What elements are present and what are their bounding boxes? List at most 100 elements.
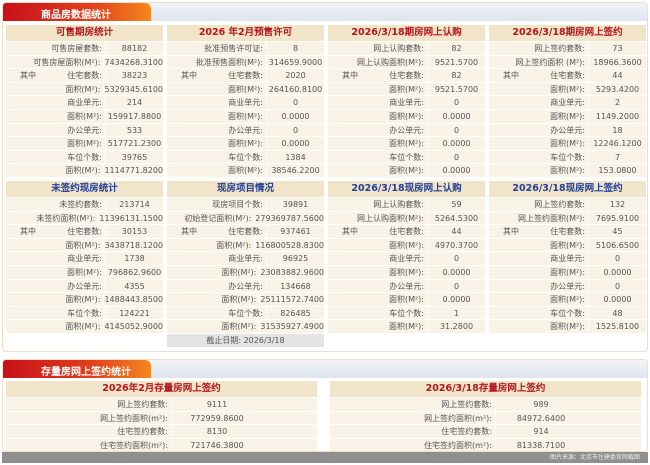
table-row: 住宅签约面积(m²): 721746.3800: [6, 437, 317, 451]
row-label-text: 商业单元:: [67, 98, 102, 108]
row-value: 1488443.8500: [104, 295, 163, 305]
stats-panel: 可售期房统计 可售房屋套数: 88182 可售房屋面积(M²): 7434268.310…: [6, 25, 163, 177]
table-row: 其中 住宅套数: 82: [328, 68, 485, 82]
row-label: 商业单元:: [167, 252, 267, 265]
table-row: 其中 住宅套数: 44: [489, 68, 646, 82]
table-row: 可售房屋套数: 88182: [6, 41, 163, 55]
row-label: 车位个数:: [167, 150, 267, 164]
row-label: 面积(M²):: [167, 137, 267, 150]
table-row: 面积(M²): 264160.8100: [167, 81, 324, 96]
row-label: 其中 住宅套数:: [489, 225, 589, 238]
row-value: 18966.3600: [593, 57, 642, 67]
table-row: 其中 住宅套数: 937461: [167, 224, 324, 238]
row-label-text: 面积(M²):: [549, 322, 585, 332]
row-label: 网上认购套数:: [328, 42, 428, 55]
table-row: 现房项目个数: 39891: [167, 197, 324, 211]
row-label-text: 可售房屋面积(M²):: [33, 57, 101, 67]
table-row: 批准预售面积(M²): 314659.9000: [167, 54, 324, 69]
row-label-text: 网上签约套数:: [534, 200, 585, 209]
row-label: 面积(M²):: [328, 137, 428, 150]
table-row: 面积(M²): 23083882.9600: [167, 264, 324, 279]
panel-title: 2026 年2月预售许可: [167, 25, 324, 41]
table-row: 网上签约面积(m²): 84972.6400: [330, 410, 641, 424]
table-row: 办公单元: 0: [489, 278, 646, 293]
row-label: 商业单元:: [6, 252, 106, 265]
row-value: 5293.4200: [595, 84, 640, 94]
table-row: 面积(M²): 1149.2000: [489, 108, 646, 123]
row-value: 48: [612, 308, 623, 318]
row-label-text: 未签约面积(M²):: [36, 213, 96, 223]
row-value: 8130: [206, 427, 228, 436]
row-value: 0: [292, 98, 299, 108]
stats-panel: 2026/3/18期房网上签约 网上签约套数: 73 网上签约面积 (M²): 1896…: [489, 25, 646, 177]
row-label: 网上签约面积 (M²):: [489, 55, 589, 69]
row-label: 商业单元:: [6, 96, 106, 109]
section-tab-bar: 商品房数据统计: [3, 3, 647, 21]
row-label: 面积(M²):: [489, 265, 589, 279]
row-label-text: 商业单元:: [67, 254, 102, 264]
row-value: 30153: [121, 227, 148, 237]
row-label: 网上签约套数:: [489, 198, 589, 211]
tab-resale[interactable]: 存量房网上签约统计: [3, 360, 151, 378]
table-row: 车位个数: 48: [489, 305, 646, 320]
row-label: 网上认购面积(M²):: [328, 211, 428, 225]
row-value: 124221: [119, 308, 150, 318]
row-label: 网上签约套数:: [6, 398, 172, 411]
row-label: 面积(M²):: [6, 109, 106, 123]
row-label: 车位个数:: [328, 150, 428, 164]
row-label: 面积(M²):: [6, 320, 105, 333]
row-label: 面积(M²):: [328, 320, 428, 333]
row-value: 7695.9100: [595, 213, 640, 223]
row-group-label: 其中: [20, 227, 36, 237]
row-label-text: 面积(M²):: [388, 267, 424, 277]
tab-new-homes[interactable]: 商品房数据统计: [3, 3, 151, 21]
row-label-text: 网上签约面积(M²):: [517, 213, 585, 223]
row-label: 车位个数:: [6, 150, 106, 164]
row-label-text: 面积(M²):: [549, 111, 585, 121]
row-label-text: 面积(M²):: [227, 84, 263, 94]
row-label-text: 面积(M²):: [221, 267, 257, 277]
row-value: 0: [453, 125, 460, 135]
row-value: 0.0000: [442, 139, 471, 149]
row-label: 商业单元:: [167, 96, 267, 109]
row-label-text: 车位个数:: [389, 308, 424, 318]
row-label-text: 面积(M²):: [227, 166, 263, 176]
row-label-text: 住宅套数:: [228, 227, 263, 237]
row-label: 办公单元:: [328, 279, 428, 293]
row-label: 网上签约面积(m²):: [6, 411, 172, 424]
table-row: 面积(M²): 0.0000: [489, 264, 646, 279]
row-value: 937461: [280, 227, 311, 237]
row-label: 初始登记面积(M²):: [167, 211, 256, 225]
row-value: 2020: [285, 71, 306, 81]
row-value: 2: [614, 98, 621, 108]
row-label-text: 商业单元:: [389, 98, 424, 108]
row-label: 车位个数:: [489, 306, 589, 320]
stats-panel: 2026/3/18现房网上签约 网上签约套数: 132 网上签约面积(M²): 7695…: [489, 181, 646, 333]
table-row: 网上签约套数: 9111: [6, 397, 317, 411]
table-row: 办公单元: 18: [489, 122, 646, 137]
row-label-text: 面积(M²):: [227, 111, 263, 121]
panel-title: 2026年2月存量房网上签约: [6, 381, 317, 397]
row-value: 7434268.3100: [104, 57, 163, 67]
image-source-caption: 图片来源：北京市住建委官网截图: [2, 452, 648, 463]
row-label: 面积(M²):: [167, 164, 267, 177]
row-value: 82: [451, 71, 462, 81]
table-row: 面积(M²): 0.0000: [328, 264, 485, 279]
row-label: 面积(M²):: [328, 82, 428, 96]
row-value: 0: [453, 281, 460, 291]
row-label-text: 商业单元:: [550, 254, 585, 264]
row-label: 面积(M²):: [167, 293, 261, 306]
stats-panel: 2026 年2月预售许可 批准预售许可证: 8 批准预售面积(M²): 314659.9…: [167, 25, 324, 177]
row-label-text: 面积(M²):: [388, 166, 424, 176]
row-label: 面积(M²):: [489, 238, 589, 252]
row-label-text: 面积(M²):: [549, 267, 585, 277]
row-label-text: 面积(M²):: [221, 322, 257, 332]
table-row: 面积(M²): 12246.1200: [489, 136, 646, 150]
table-row: 网上认购面积(M²): 5264.5300: [328, 210, 485, 225]
table-row: 可售房屋面积(M²): 7434268.3100: [6, 54, 163, 69]
row-value: 796862.9600: [107, 267, 162, 277]
row-label-text: 网上签约面积 (M²):: [515, 57, 585, 67]
row-label: 办公单元:: [167, 123, 267, 137]
table-row: 网上认购套数: 82: [328, 41, 485, 55]
row-value: 0: [453, 254, 460, 264]
